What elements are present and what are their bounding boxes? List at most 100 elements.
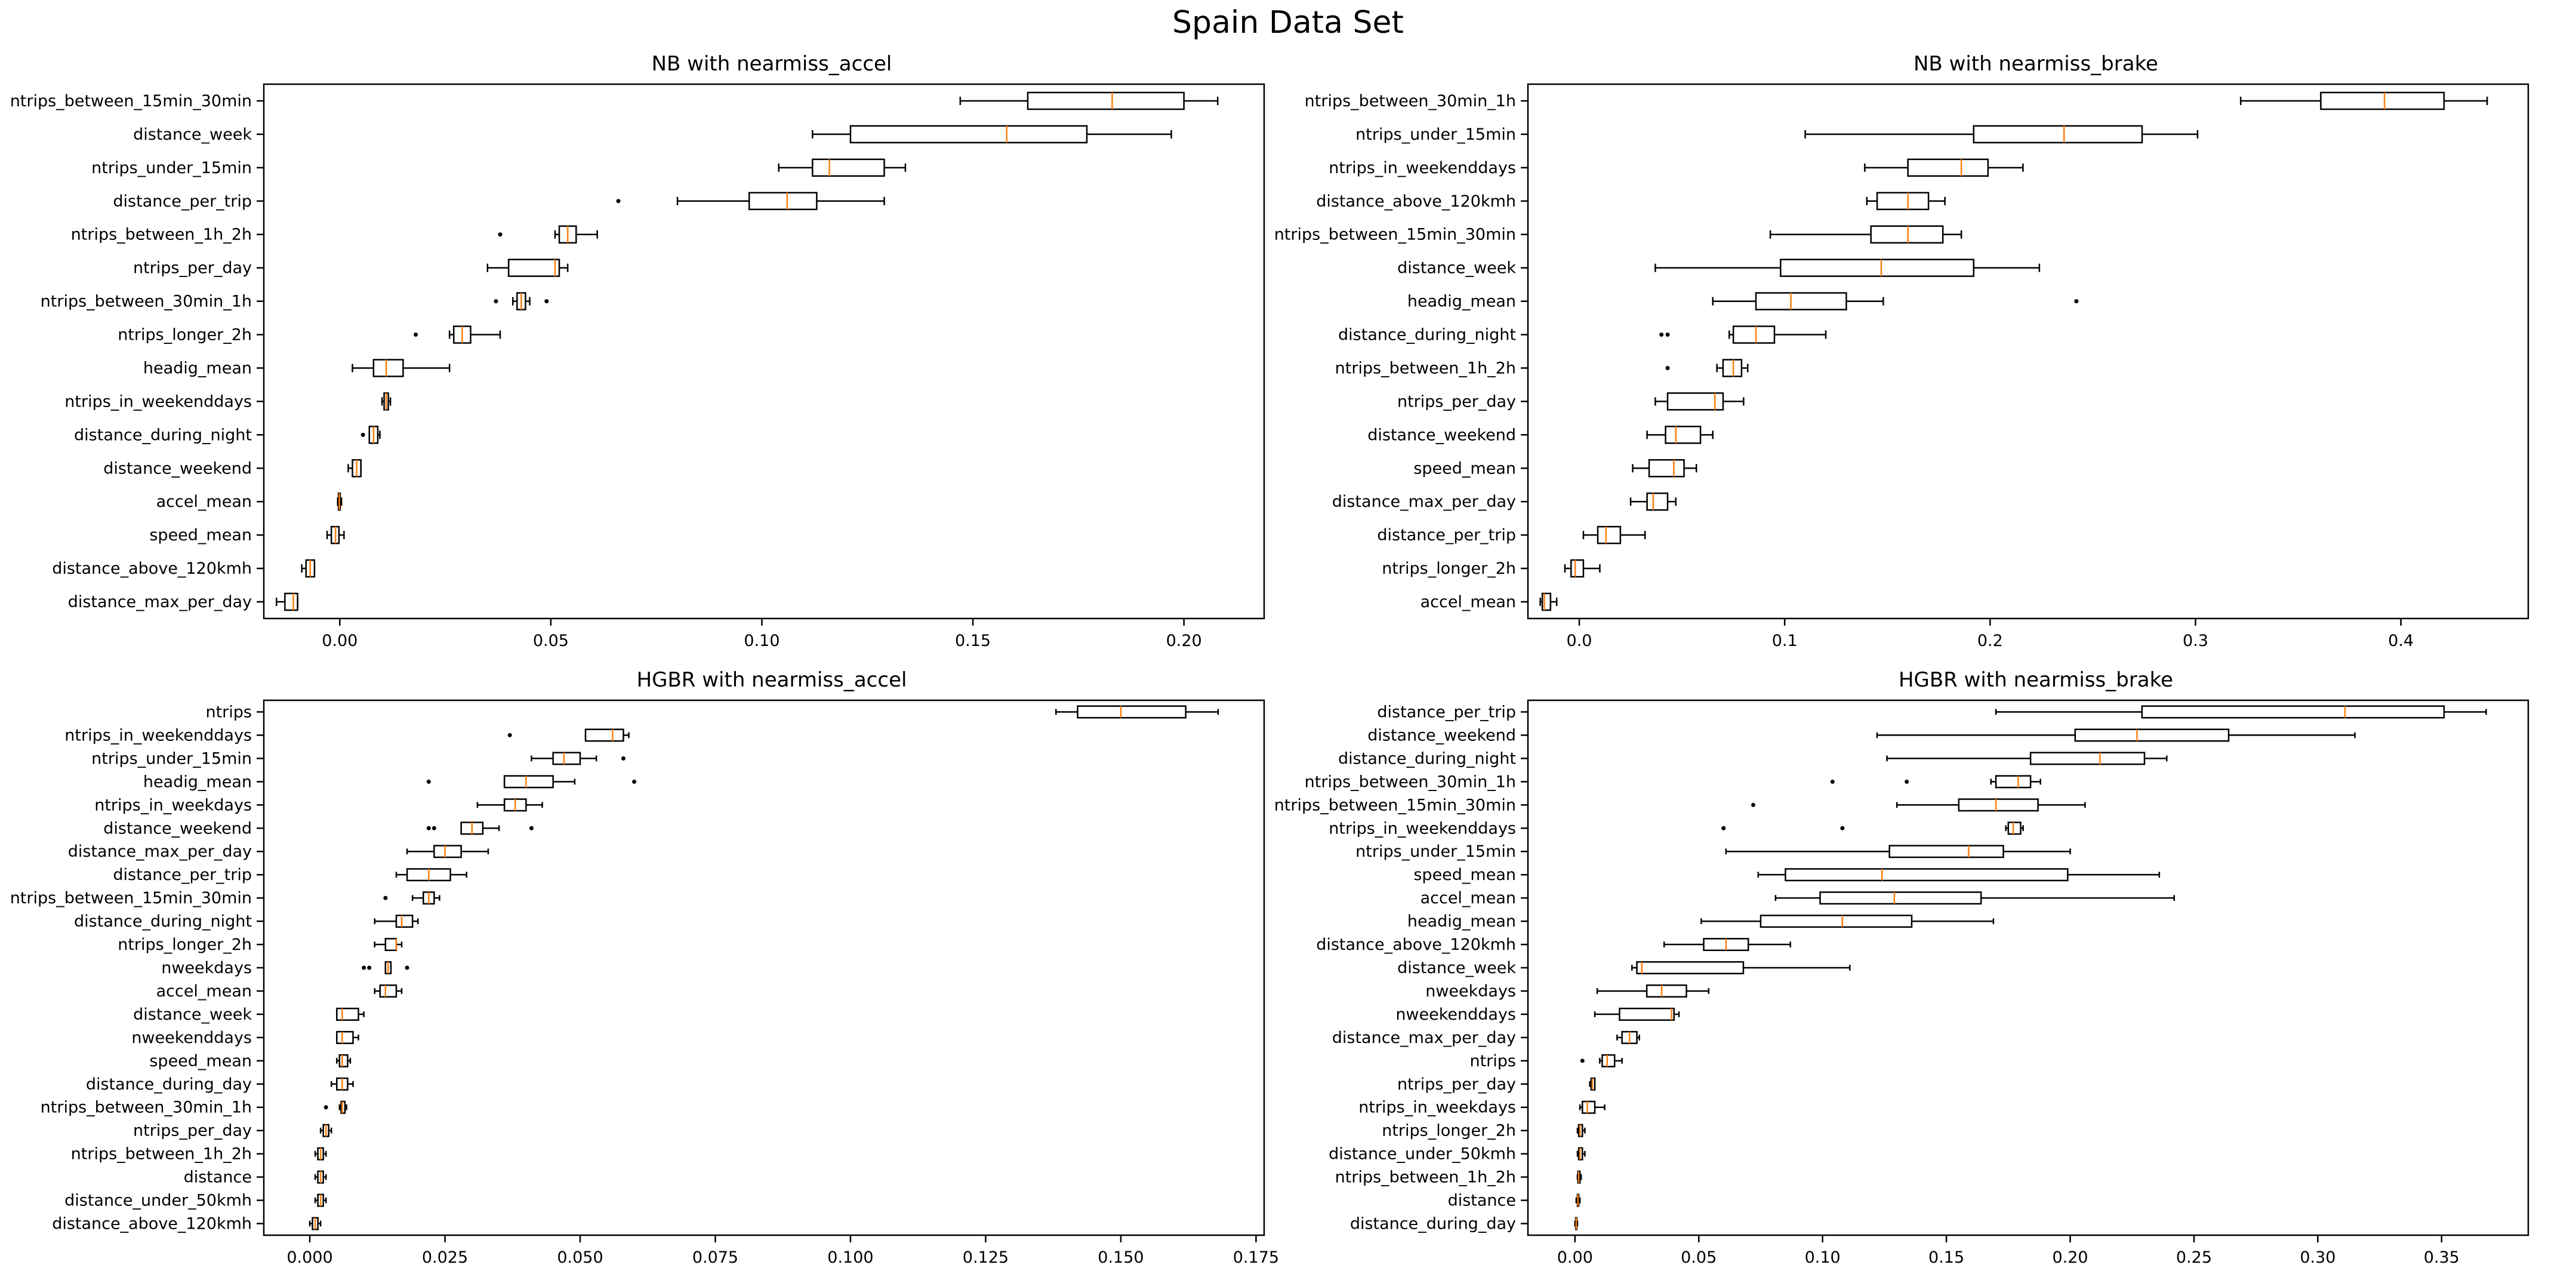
box-ntrips-per-day — [1654, 392, 1745, 411]
y-tick-label: ntrips_longer_2h — [1382, 1122, 1516, 1140]
x-tick-label: 0.3 — [2183, 632, 2208, 650]
box-distance-weekend — [347, 459, 362, 478]
x-tick-label: 0.35 — [2424, 1248, 2460, 1267]
iqr-box — [1819, 891, 1982, 905]
y-tick-label: distance — [184, 1168, 252, 1187]
y-tick-label: distance_during_night — [1338, 749, 1516, 768]
box-headig-mean — [426, 775, 637, 789]
y-tick-label: ntrips_under_15min — [1355, 842, 1516, 861]
y-tick-label: ntrips_in_weekenddays — [1329, 159, 1516, 177]
x-tick-label: 0.150 — [1098, 1248, 1144, 1267]
box-nweekdays — [362, 961, 409, 974]
box-distance — [314, 1170, 327, 1184]
box-ntrips-longer-2h — [1564, 559, 1601, 578]
box-ntrips — [1055, 705, 1219, 719]
y-tick-label: distance_above_120kmh — [52, 559, 252, 578]
outlier-point — [498, 232, 503, 237]
iqr-box — [1665, 426, 1702, 444]
outlier-point — [544, 299, 549, 304]
y-tick-label: ntrips_between_30min_1h — [1305, 773, 1516, 791]
y-tick-label: accel_mean — [156, 493, 252, 511]
box-ntrips-between-30min-1h — [1830, 775, 2041, 789]
y-tick-label: distance_per_trip — [113, 192, 252, 211]
y-tick-label: distance_above_120kmh — [52, 1215, 252, 1233]
box-ntrips-between-15min-30min — [959, 91, 1219, 110]
outlier-point — [632, 779, 637, 784]
box-ntrips-in-weekdays — [476, 798, 543, 812]
y-tick-label: distance_per_trip — [1377, 703, 1516, 721]
box-ntrips-longer-2h — [1576, 1124, 1586, 1137]
box-accel-mean — [1774, 891, 2176, 905]
iqr-box — [2007, 821, 2022, 835]
y-tick-label: speed_mean — [1413, 459, 1516, 478]
outlier-point — [529, 826, 534, 830]
box-ntrips-in-weekenddays — [507, 728, 630, 742]
x-tick-label: 0.05 — [533, 632, 569, 650]
y-tick-label: distance_weekend — [1367, 726, 1516, 744]
iqr-box — [748, 192, 818, 211]
y-tick-label: ntrips_longer_2h — [1382, 559, 1516, 578]
box-ntrips-under-15min — [1725, 845, 2071, 858]
x-tick-label: 0.10 — [1805, 1248, 1841, 1267]
iqr-box — [1760, 915, 1913, 928]
outlier-point — [1580, 1058, 1585, 1063]
y-tick-label: distance_max_per_day — [68, 593, 252, 611]
x-tick-label: 0.25 — [2176, 1248, 2212, 1267]
y-tick-label: speed_mean — [149, 526, 252, 544]
box-ntrips-between-1h-2h — [1576, 1170, 1582, 1184]
iqr-box — [1601, 1054, 1616, 1067]
box-distance-week — [1654, 259, 2041, 277]
outlier-point — [507, 733, 512, 737]
box-ntrips-between-15min-30min — [1751, 798, 2086, 812]
y-tick-label: headig_mean — [1407, 293, 1516, 311]
iqr-box — [1666, 392, 1724, 411]
box-distance-above-120kmh — [309, 1217, 322, 1230]
outlier-point — [405, 965, 409, 970]
box-distance — [1575, 1193, 1581, 1207]
y-tick-label: distance_during_night — [1338, 326, 1516, 344]
iqr-box — [584, 728, 624, 742]
y-tick-label: headig_mean — [143, 359, 252, 377]
y-tick-label: ntrips_in_weekdays — [1358, 1098, 1516, 1117]
y-tick-label: distance_per_trip — [113, 866, 252, 884]
y-tick-label: ntrips_between_1h_2h — [1335, 1168, 1516, 1187]
x-tick-label: 0.050 — [557, 1248, 603, 1267]
iqr-box — [1732, 325, 1776, 344]
box-speed-mean — [326, 525, 345, 544]
y-tick-label: distance — [1448, 1192, 1516, 1210]
y-tick-label: ntrips_longer_2h — [118, 326, 252, 344]
y-tick-label: ntrips_between_15min_30min — [1274, 796, 1516, 814]
box-speed-mean — [1757, 868, 2161, 882]
box-distance-week — [1631, 961, 1851, 974]
box-ntrips-longer-2h — [374, 938, 403, 952]
iqr-box — [1870, 225, 1944, 244]
box-distance-during-night — [1659, 325, 1827, 344]
y-tick-label: distance_week — [133, 125, 252, 144]
axes-frame — [1527, 83, 2529, 620]
box-nweekenddays — [1594, 1007, 1680, 1021]
y-tick-label: ntrips_between_15min_30min — [10, 92, 252, 110]
box-distance-week — [812, 125, 1172, 144]
x-tick-label: 0.0 — [1567, 632, 1592, 650]
box-distance-above-120kmh — [1663, 938, 1791, 952]
box-ntrips — [1580, 1054, 1623, 1067]
box-distance-per-trip — [616, 192, 885, 211]
y-tick-label: ntrips_under_15min — [91, 749, 252, 768]
y-tick-label: distance_during_night — [74, 426, 252, 444]
y-tick-label: distance_under_50kmh — [64, 1192, 252, 1210]
outlier-point — [323, 1105, 328, 1110]
y-tick-label: nweekenddays — [131, 1029, 252, 1047]
iqr-box — [1722, 359, 1743, 377]
box-ntrips-in-weekenddays — [1721, 821, 2024, 835]
outlier-point — [432, 826, 436, 830]
box-accel-mean — [1539, 592, 1558, 611]
panel-hgbr-nearmiss-brake: HGBR with nearmiss_brake 0.00 0.05 0.10 0.1… — [1274, 668, 2529, 1267]
iqr-box — [336, 1030, 354, 1044]
x-tick-label: 0.20 — [1166, 632, 1202, 650]
x-tick-label: 0.075 — [692, 1248, 738, 1267]
outlier-point — [367, 965, 372, 970]
iqr-box — [2074, 728, 2230, 742]
iqr-box — [552, 752, 581, 765]
y-tick-label: headig_mean — [143, 773, 252, 791]
